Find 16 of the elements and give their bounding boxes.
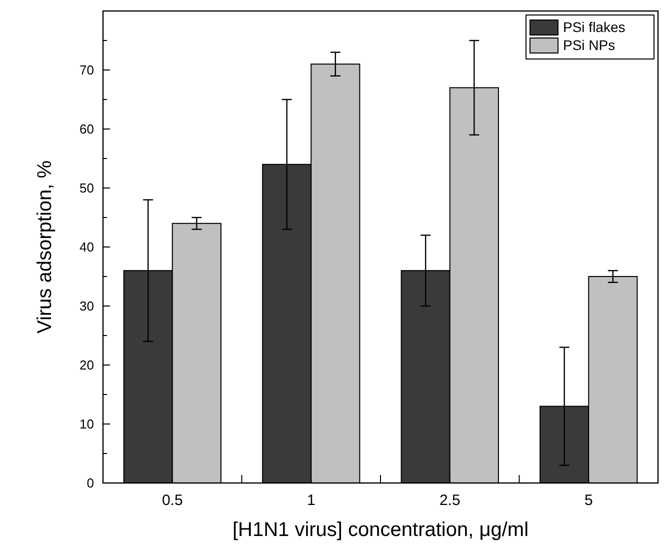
legend-label: PSi NPs <box>563 37 616 53</box>
y-tick-label: 40 <box>80 240 94 255</box>
y-tick-label: 50 <box>80 180 94 196</box>
legend-label: PSi flakes <box>563 19 626 35</box>
y-tick-label: 30 <box>80 298 94 314</box>
y-tick-label: 70 <box>80 62 94 78</box>
y-axis-title: Virus adsorption, % <box>34 160 56 334</box>
y-tick-label: 60 <box>80 122 94 137</box>
x-tick-label: 0.5 <box>162 492 183 509</box>
x-tick-label: 2.5 <box>439 492 460 509</box>
y-tick-label: 0 <box>86 476 94 491</box>
x-axis-title: [H1N1 virus] concentration, μg/ml <box>232 519 529 541</box>
x-tick-label: 1 <box>306 492 316 509</box>
y-tick-label: 20 <box>80 358 94 373</box>
x-tick-label: 5 <box>584 492 593 509</box>
y-tick-label: 10 <box>80 416 94 432</box>
